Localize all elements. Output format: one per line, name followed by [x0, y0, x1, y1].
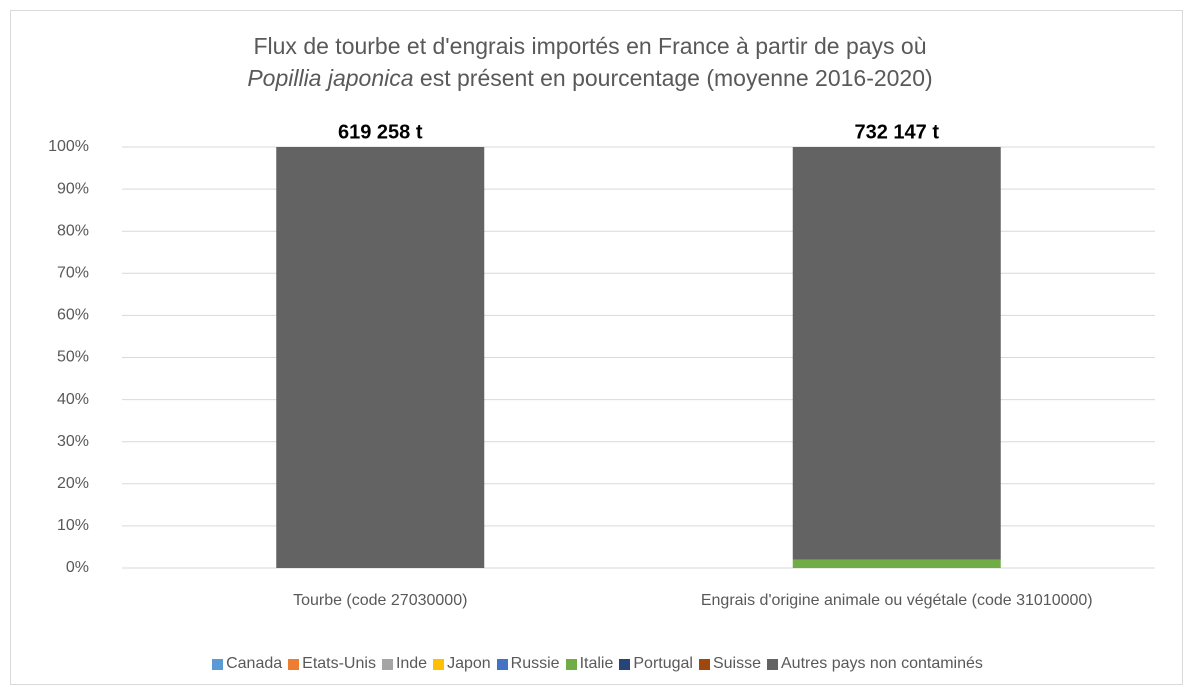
title-part: Popillia japonica	[247, 65, 414, 91]
legend-swatch	[433, 658, 445, 670]
legend-swatch	[698, 658, 710, 670]
y-tick-label: 10%	[57, 517, 89, 534]
y-tick-label: 40%	[57, 391, 89, 408]
legend-item: Japon	[433, 655, 491, 673]
bar-label: 732 147 t	[854, 121, 939, 143]
legend-swatch	[767, 658, 778, 670]
legend-swatch	[288, 658, 300, 670]
y-tick-label: 60%	[57, 307, 89, 324]
legend-label: Russie	[510, 655, 560, 672]
y-tick-label: 90%	[57, 180, 89, 197]
legend-label: Inde	[395, 655, 428, 672]
y-tick-label: 30%	[57, 433, 89, 450]
legend-item: Inde	[381, 655, 428, 673]
legend-item: Suisse	[698, 655, 761, 673]
y-tick-label: 50%	[57, 349, 89, 366]
y-tick-label: 70%	[57, 265, 89, 282]
title-part: est présent en pourcentage (moyenne 2016…	[413, 65, 933, 91]
y-tick-label: 20%	[57, 475, 89, 492]
legend-label: Canada	[226, 655, 283, 672]
legend-label: Italie	[579, 655, 614, 672]
bar-segment	[792, 147, 1001, 560]
legend-item: Portugal	[619, 655, 693, 673]
bar-segment	[276, 147, 485, 568]
legend-item: Etats-Unis	[288, 655, 376, 673]
y-tick-label: 100%	[48, 138, 89, 155]
legend: Canada Etats-Unis Inde Japon Russie Italie Por…	[0, 655, 1195, 673]
legend-label: Portugal	[633, 655, 693, 672]
x-tick-label: Engrais d'origine animale ou végétale (c…	[700, 592, 1093, 609]
x-tick-label: Tourbe (code 27030000)	[293, 592, 468, 609]
legend-label: Japon	[447, 655, 491, 672]
bar-label: 619 258 t	[338, 121, 423, 143]
chart-title: Flux de tourbe et d'engrais importés en …	[150, 30, 1030, 94]
chart-frame	[10, 10, 1183, 685]
legend-label: Suisse	[712, 655, 761, 672]
legend-swatch	[496, 658, 508, 670]
legend-label: Autres pays non contaminés	[781, 655, 983, 672]
legend-swatch	[381, 658, 393, 670]
bar-segment	[792, 559, 1001, 568]
legend-label: Etats-Unis	[302, 655, 376, 672]
legend-swatch	[565, 658, 577, 670]
title-part: Flux de tourbe et d'engrais importés en …	[253, 33, 927, 59]
y-tick-label: 80%	[57, 222, 89, 239]
legend-swatch	[212, 658, 224, 670]
y-tick-label: 0%	[66, 559, 89, 576]
legend-item: Italie	[565, 655, 614, 673]
legend-item: Canada	[212, 655, 282, 673]
legend-swatch	[619, 658, 631, 670]
legend-item: Russie	[496, 655, 560, 673]
legend-item: Autres pays non contaminés	[767, 655, 983, 673]
